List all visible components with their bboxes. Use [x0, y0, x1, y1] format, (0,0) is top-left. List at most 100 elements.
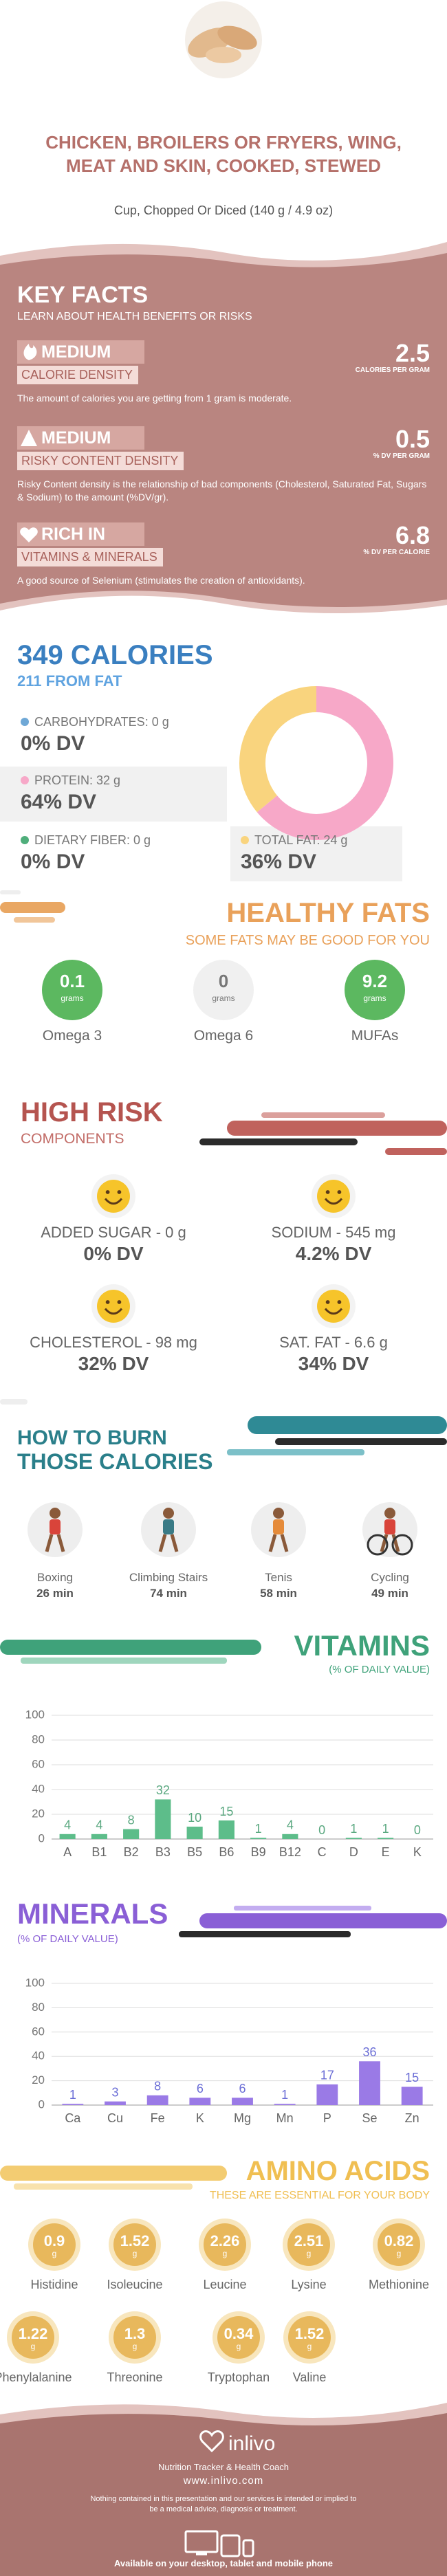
amino-circle	[204, 2223, 246, 2266]
emoji-mouth	[104, 1198, 123, 1205]
bar	[316, 2084, 338, 2105]
activity-name: Climbing Stairs	[129, 1571, 208, 1584]
x-tick-label: Zn	[405, 2111, 419, 2125]
amino-unit: g	[132, 2342, 138, 2351]
activity-icon	[158, 1534, 179, 1552]
value-label: 10	[188, 1811, 201, 1825]
section-subtitle: LEARN ABOUT HEALTH BENEFITS OR RISKS	[17, 311, 252, 322]
chart-title: MINERALS	[17, 1897, 168, 1930]
emoji-eye	[325, 1300, 330, 1304]
food-image	[206, 47, 241, 63]
icon	[23, 344, 37, 360]
level-box	[17, 426, 144, 450]
x-tick-label: P	[323, 2111, 331, 2125]
level-box	[17, 522, 144, 546]
amino-name: Methionine	[368, 2278, 430, 2291]
amino-name: Isoleucine	[107, 2278, 163, 2291]
fat-name: MUFAs	[351, 1028, 399, 1044]
activity-time: 74 min	[150, 1587, 187, 1600]
brush	[0, 890, 21, 894]
macro-label: TOTAL FAT: 24 g	[254, 833, 348, 847]
amino-circle	[378, 2223, 420, 2266]
level: MEDIUM	[41, 428, 111, 448]
fat-unit: grams	[212, 993, 235, 1003]
activity-icon	[50, 1508, 61, 1519]
bar	[250, 1838, 267, 1839]
risk-label: ADDED SUGAR - 0 g	[41, 1224, 186, 1241]
device-icon	[196, 2553, 207, 2555]
activity-icon	[163, 1508, 174, 1519]
emoji-face	[317, 1180, 350, 1213]
amino-unit: g	[132, 2249, 138, 2258]
bar	[62, 2104, 84, 2105]
x-tick-label: A	[63, 1845, 72, 1859]
bar	[105, 2101, 126, 2105]
bar	[378, 1838, 394, 1839]
brush	[0, 1399, 28, 1405]
label: RISKY CONTENT DENSITY	[17, 452, 184, 470]
emoji-eye	[105, 1190, 110, 1194]
chart-title: VITAMINS	[294, 1629, 430, 1662]
value: 0.5	[395, 425, 430, 453]
amino-circle	[12, 2316, 54, 2359]
x-tick-label: B3	[155, 1845, 171, 1859]
amino-unit: g	[306, 2249, 312, 2258]
brush	[261, 1112, 385, 1118]
section-title: THOSE CALORIES	[17, 1449, 213, 1474]
section-subtitle: COMPONENTS	[21, 1131, 124, 1147]
logo	[199, 2430, 224, 2453]
value: 2.5	[395, 339, 430, 367]
emoji-eye	[337, 1300, 342, 1304]
y-tick-label: 100	[25, 1976, 45, 1989]
value-label: 0	[318, 1823, 325, 1837]
value-label: 3	[111, 2085, 118, 2099]
amino-value: 0.34	[224, 2325, 254, 2342]
x-tick-label: B9	[251, 1845, 266, 1859]
x-tick-label: E	[382, 1845, 390, 1859]
activity-icon	[45, 1534, 65, 1552]
fat-name: Omega 6	[193, 1028, 254, 1044]
emoji-eye	[117, 1190, 122, 1194]
amino-circle	[287, 2223, 330, 2266]
bar	[345, 1838, 362, 1839]
bar	[146, 2095, 168, 2105]
brush	[199, 1138, 358, 1145]
y-tick-label: 0	[39, 2098, 45, 2111]
macro-dv: 64% DV	[21, 791, 97, 813]
amino-name: Phenylalanine	[0, 2370, 72, 2384]
risk-dv: 34% DV	[298, 1353, 369, 1374]
fat-value: 0.1	[59, 971, 85, 991]
x-tick-label: Mn	[276, 2111, 294, 2125]
activity-name: Tenis	[265, 1571, 292, 1584]
bar	[218, 1820, 235, 1839]
activity-time: 26 min	[36, 1587, 74, 1600]
value-label: 6	[197, 2082, 204, 2095]
value-label: 0	[414, 1823, 421, 1837]
donut-segment	[257, 686, 393, 840]
bar	[91, 1834, 107, 1839]
device-icon	[242, 2539, 254, 2557]
value-label: 6	[239, 2082, 246, 2095]
fat-circle	[193, 960, 254, 1020]
device-icon	[184, 2530, 219, 2553]
level: MEDIUM	[41, 342, 111, 362]
icon	[20, 527, 38, 542]
unit: % DV PER CALORIE	[363, 549, 430, 556]
value-label: 4	[96, 1818, 102, 1832]
bar	[359, 2061, 380, 2105]
emoji-face	[317, 1290, 350, 1323]
x-tick-label: B2	[124, 1845, 139, 1859]
brush	[179, 1931, 351, 1937]
brush	[14, 2183, 193, 2190]
description: A good source of Selenium (stimulates th…	[17, 575, 305, 586]
bar	[401, 2087, 423, 2105]
macro-box	[0, 767, 227, 822]
x-tick-label: B12	[279, 1845, 301, 1859]
x-tick-label: B6	[219, 1845, 234, 1859]
brush	[248, 1416, 447, 1434]
amino-name: Tryptophan	[207, 2370, 270, 2384]
brush	[275, 1438, 447, 1445]
section-title: HIGH RISK	[21, 1097, 163, 1127]
